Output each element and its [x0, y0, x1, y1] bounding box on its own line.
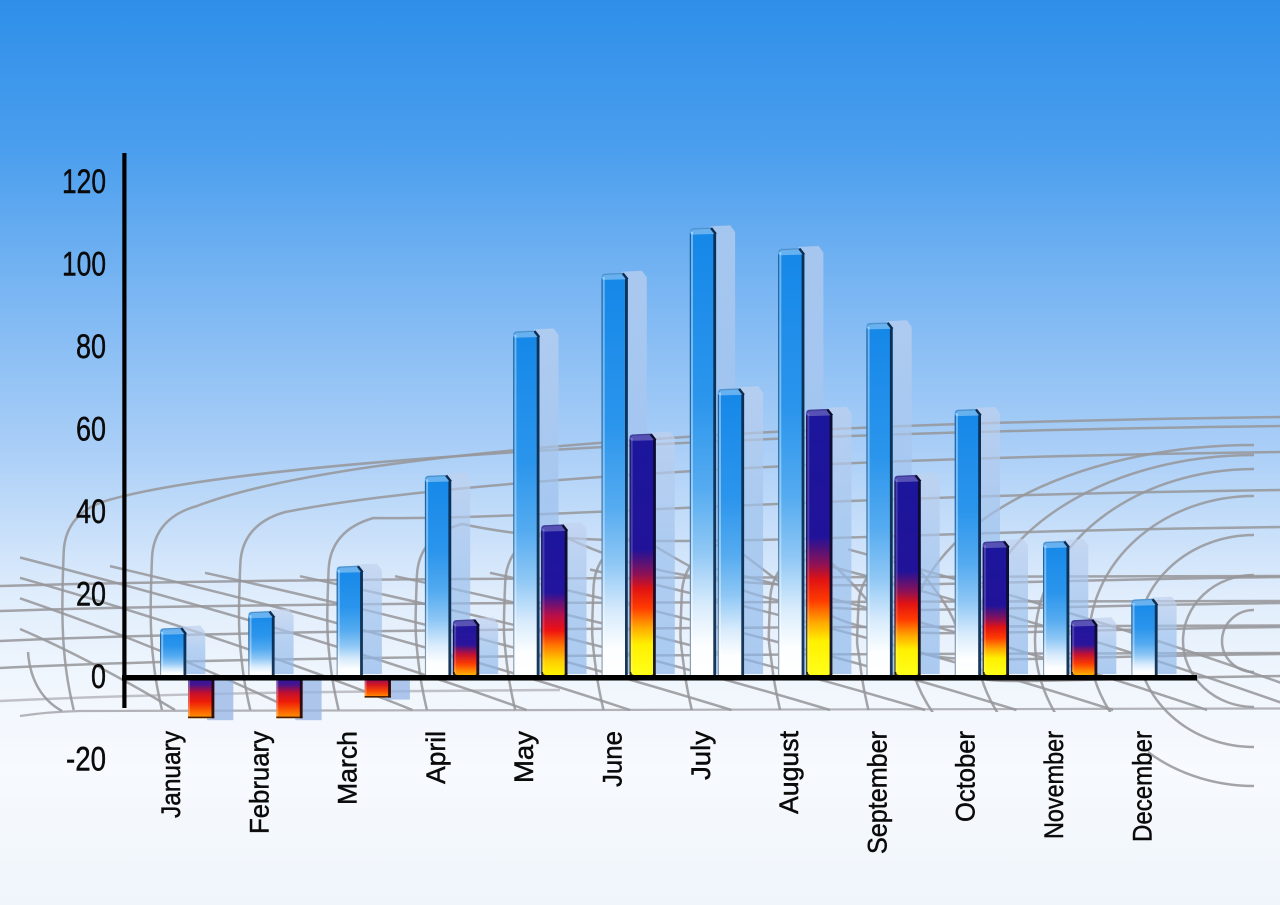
svg-text:June: June [598, 731, 628, 787]
svg-text:April: April [421, 731, 451, 784]
svg-text:40: 40 [76, 493, 106, 531]
svg-text:August: August [774, 730, 804, 814]
svg-text:February: February [244, 730, 274, 834]
svg-text:60: 60 [76, 411, 106, 449]
svg-text:-20: -20 [66, 741, 106, 779]
svg-text:20: 20 [76, 576, 106, 614]
svg-text:100: 100 [62, 246, 106, 284]
svg-text:September: September [862, 731, 892, 854]
svg-text:0: 0 [91, 658, 106, 696]
svg-text:January: January [156, 730, 186, 818]
svg-text:October: October [951, 731, 981, 822]
svg-text:80: 80 [76, 328, 106, 366]
svg-text:May: May [509, 730, 539, 783]
svg-text:December: December [1127, 731, 1157, 842]
svg-text:March: March [333, 731, 363, 805]
svg-text:November: November [1039, 731, 1069, 839]
svg-text:July: July [686, 730, 716, 780]
svg-text:120: 120 [62, 163, 106, 201]
